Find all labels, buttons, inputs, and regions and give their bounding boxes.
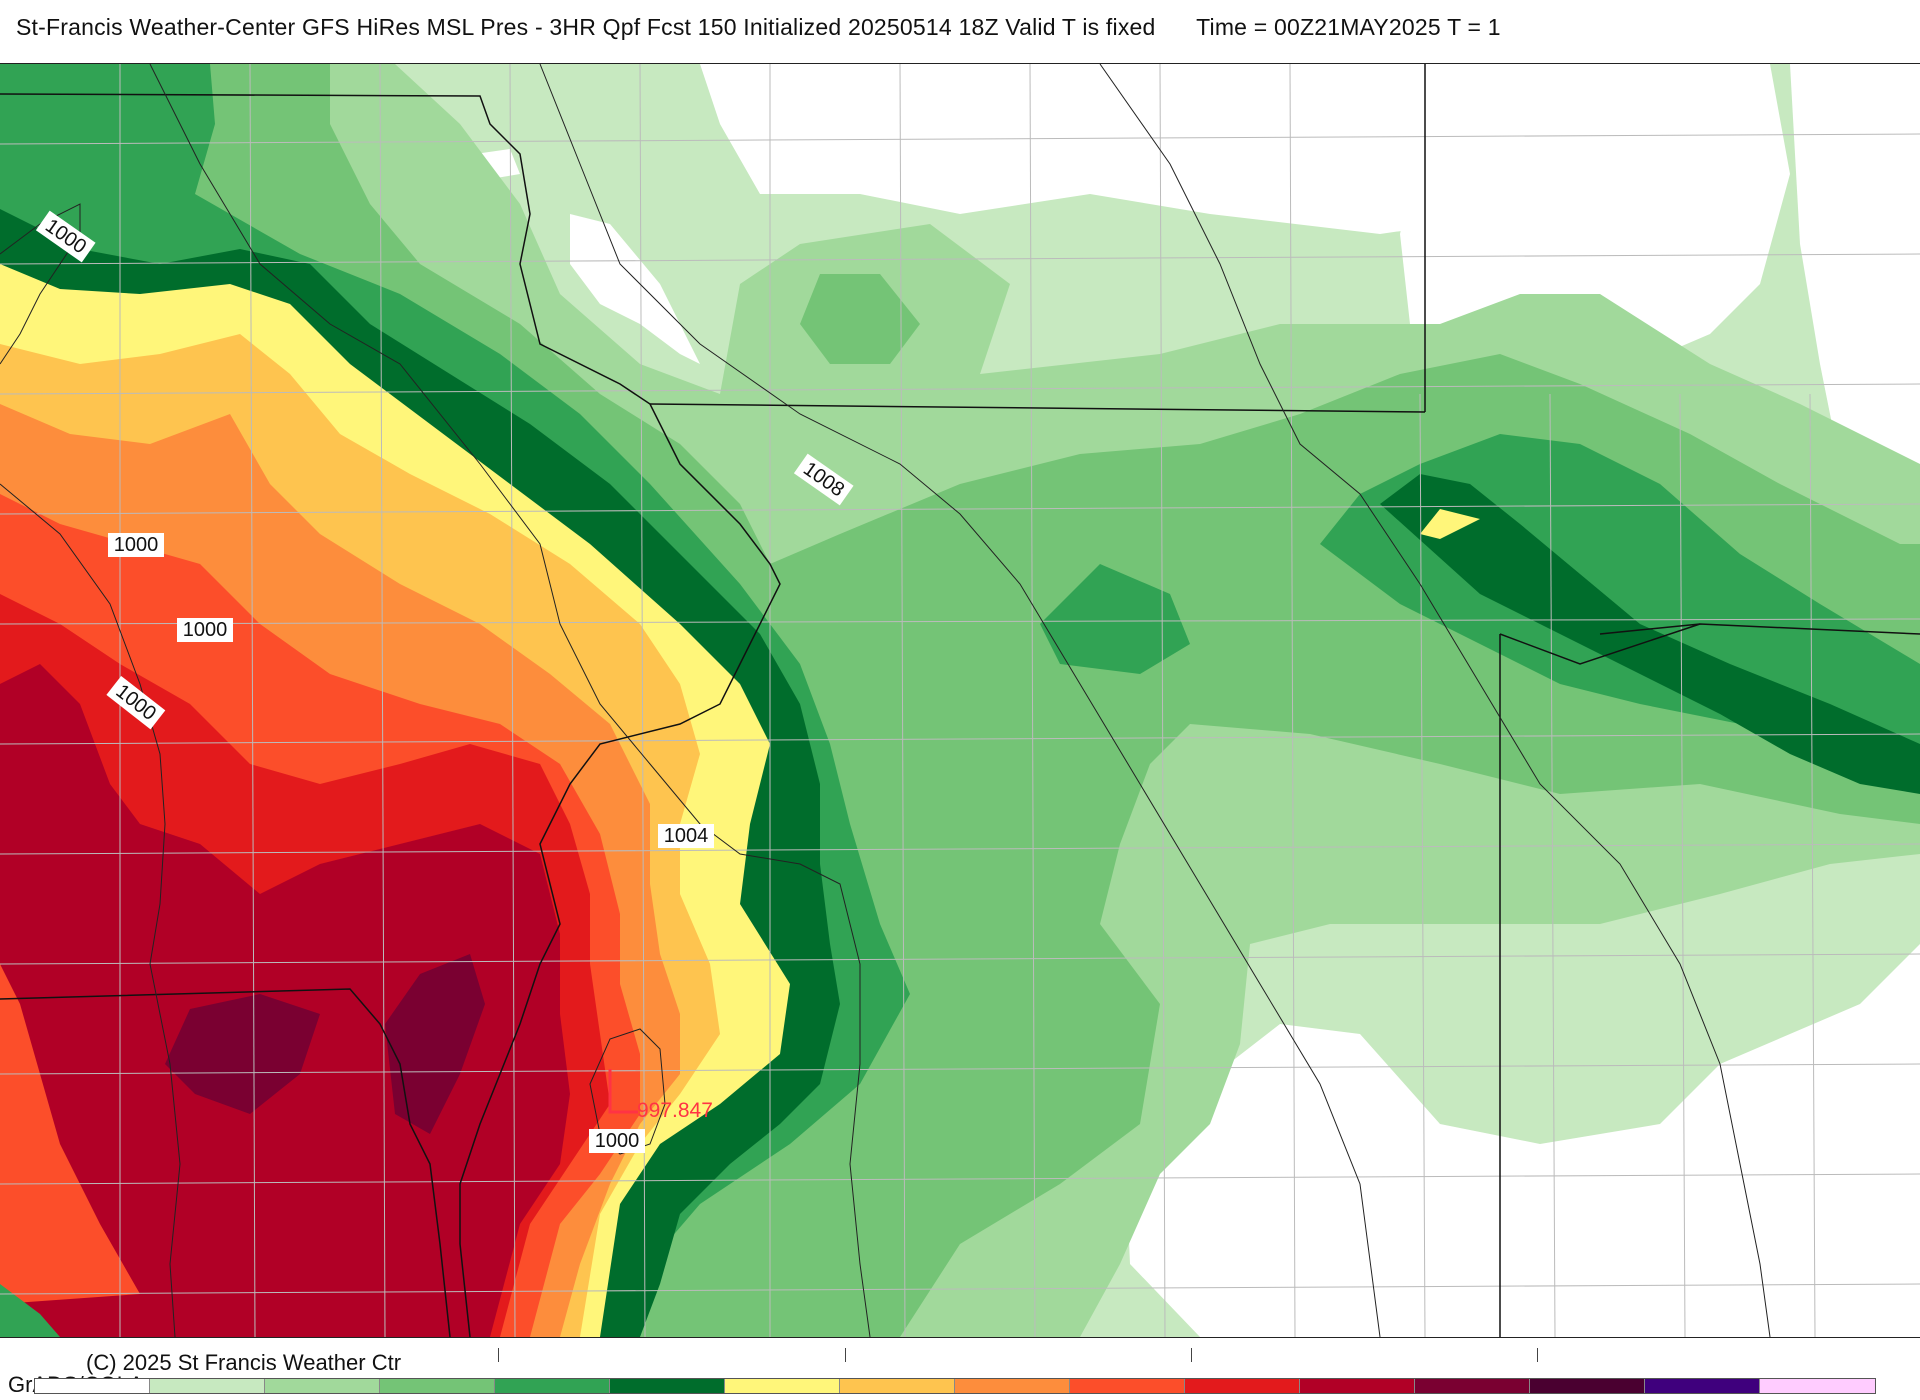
precip-core-2 (385, 954, 485, 1134)
precip-map: 1000 1000 1000 1000 1004 1008 (0, 64, 1920, 1337)
map-panel: 1000 1000 1000 1000 1004 1008 (0, 63, 1920, 1338)
county-lines (0, 64, 1920, 1337)
colorbar-segment (380, 1379, 495, 1393)
colorbar-segment (1185, 1379, 1300, 1393)
precip-spot-2 (800, 274, 920, 364)
colorbar-segment (725, 1379, 840, 1393)
dry-area-north (700, 64, 1560, 234)
precip-spot-1 (1040, 564, 1190, 674)
isobar-label: 1000 (114, 534, 159, 556)
precip-core-1 (165, 994, 320, 1114)
title-text: St-Francis Weather-Center GFS HiRes MSL … (16, 14, 1156, 40)
colorbar-segment (1645, 1379, 1760, 1393)
isobar-1012 (1099, 64, 1771, 1337)
dry-area-south (1125, 944, 1920, 1337)
colorbar-segment (495, 1379, 610, 1393)
precip-band-5-east (1380, 474, 1920, 794)
colorbar-segment (955, 1379, 1070, 1393)
colorbar-tick (1191, 1348, 1192, 1362)
colorbar-segment (1070, 1379, 1185, 1393)
state-borders (0, 64, 1920, 1337)
precip-spot-3 (1420, 509, 1480, 539)
colorbar-tick (1537, 1348, 1538, 1362)
low-pressure-marker (608, 1069, 638, 1114)
isobar-1008 (539, 64, 1381, 1337)
map-title: St-Francis Weather-Center GFS HiRes MSL … (16, 14, 1501, 41)
colorbar-tick (845, 1348, 846, 1362)
color-legend-bar (34, 1378, 1876, 1394)
precip-band-11 (0, 664, 570, 1337)
isobar-label: 1000 (183, 619, 228, 641)
colorbar-segment (1415, 1379, 1530, 1393)
colorbar-segment (1760, 1379, 1875, 1393)
dry-area-small-1 (570, 214, 700, 364)
colorbar-segment (35, 1379, 150, 1393)
low-center-value: 997.847 (637, 1099, 713, 1122)
colorbar-segment (610, 1379, 725, 1393)
isobar-label: 1000 (595, 1130, 640, 1152)
precip-bottom-green (0, 1284, 60, 1337)
isobar-label: 1004 (664, 825, 709, 847)
valid-time-label: Time = 00Z21MAY2025 T = 1 (1196, 14, 1501, 40)
copyright-text: (C) 2025 St Francis Weather Ctr (86, 1350, 402, 1375)
colorbar-segment (150, 1379, 265, 1393)
isobar-1004 (149, 64, 871, 1337)
colorbar-segment (265, 1379, 380, 1393)
isobar-1000-west (0, 483, 181, 1337)
colorbar-segment (1300, 1379, 1415, 1393)
colorbar-segment (840, 1379, 955, 1393)
colorbar-segment (1530, 1379, 1645, 1393)
precip-spot-4 (0, 964, 140, 1304)
colorbar-tick (498, 1348, 499, 1362)
